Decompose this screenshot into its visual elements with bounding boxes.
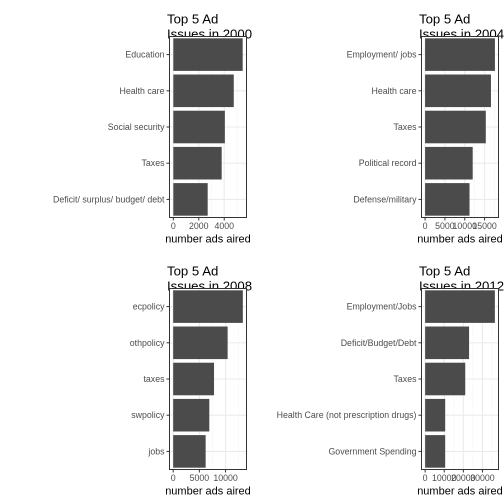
x-tick-label: 0 [423, 221, 428, 231]
category-label: Employment/Jobs [347, 302, 418, 312]
bar [173, 183, 208, 216]
bar [173, 398, 210, 432]
category-label: Health care [120, 86, 165, 96]
bar [425, 110, 486, 144]
bar [173, 146, 222, 180]
bar [425, 146, 473, 180]
category-label: ecpolicy [133, 302, 165, 312]
x-axis-title: number ads aired [165, 234, 251, 246]
chart-title-line: Top 5 Ad [167, 12, 218, 27]
x-tick-label: 0 [171, 221, 176, 231]
bar [425, 326, 470, 360]
x-tick-label: 10000 [432, 473, 457, 483]
category-label: Deficit/ surplus/ budget/ debt [53, 194, 165, 204]
x-tick-label: 30000 [470, 473, 495, 483]
x-tick-label: 4000 [214, 221, 234, 231]
bar [173, 362, 215, 396]
x-tick-label: 20000 [451, 473, 476, 483]
x-tick-label: 0 [171, 473, 176, 483]
category-label: Taxes [394, 122, 418, 132]
x-axis-title: number ads aired [417, 486, 503, 498]
bar [425, 435, 446, 468]
x-tick-label: 0 [423, 473, 428, 483]
bar [425, 38, 495, 71]
bar [173, 326, 228, 360]
category-label: swpolicy [131, 410, 165, 420]
category-label: Employment/ jobs [347, 50, 418, 60]
category-label: Defense/military [353, 194, 417, 204]
category-label: Government Spending [328, 446, 416, 456]
x-tick-label: 10000 [213, 473, 238, 483]
bar [425, 74, 491, 108]
x-axis-title: number ads aired [417, 234, 503, 246]
bar [173, 38, 243, 71]
category-label: Deficit/Budget/Debt [341, 338, 417, 348]
bar [425, 398, 446, 432]
bar [425, 183, 470, 216]
category-label: taxes [143, 374, 165, 384]
bar [425, 362, 466, 396]
category-label: Health Care (not prescription drugs) [277, 410, 417, 420]
x-axis-title: number ads aired [165, 486, 251, 498]
x-tick-label: 15000 [472, 221, 497, 231]
category-label: othpolicy [130, 338, 165, 348]
bar [173, 290, 243, 323]
bar [425, 290, 495, 323]
category-label: Taxes [142, 158, 166, 168]
bar [173, 435, 206, 468]
category-label: Political record [359, 158, 417, 168]
x-tick-label: 5000 [435, 221, 455, 231]
category-label: Social security [108, 122, 165, 132]
category-label: jobs [147, 446, 165, 456]
chart-title-line: Top 5 Ad [419, 264, 470, 279]
category-label: Education [125, 50, 164, 60]
category-label: Taxes [394, 374, 418, 384]
chart-title-line: Top 5 Ad [167, 264, 218, 279]
bar [173, 110, 225, 144]
chart-title-line: Top 5 Ad [419, 12, 470, 27]
x-tick-label: 5000 [190, 473, 210, 483]
category-label: Health care [372, 86, 417, 96]
x-tick-label: 2000 [189, 221, 209, 231]
x-tick-label: 10000 [453, 221, 478, 231]
bar [173, 74, 234, 108]
